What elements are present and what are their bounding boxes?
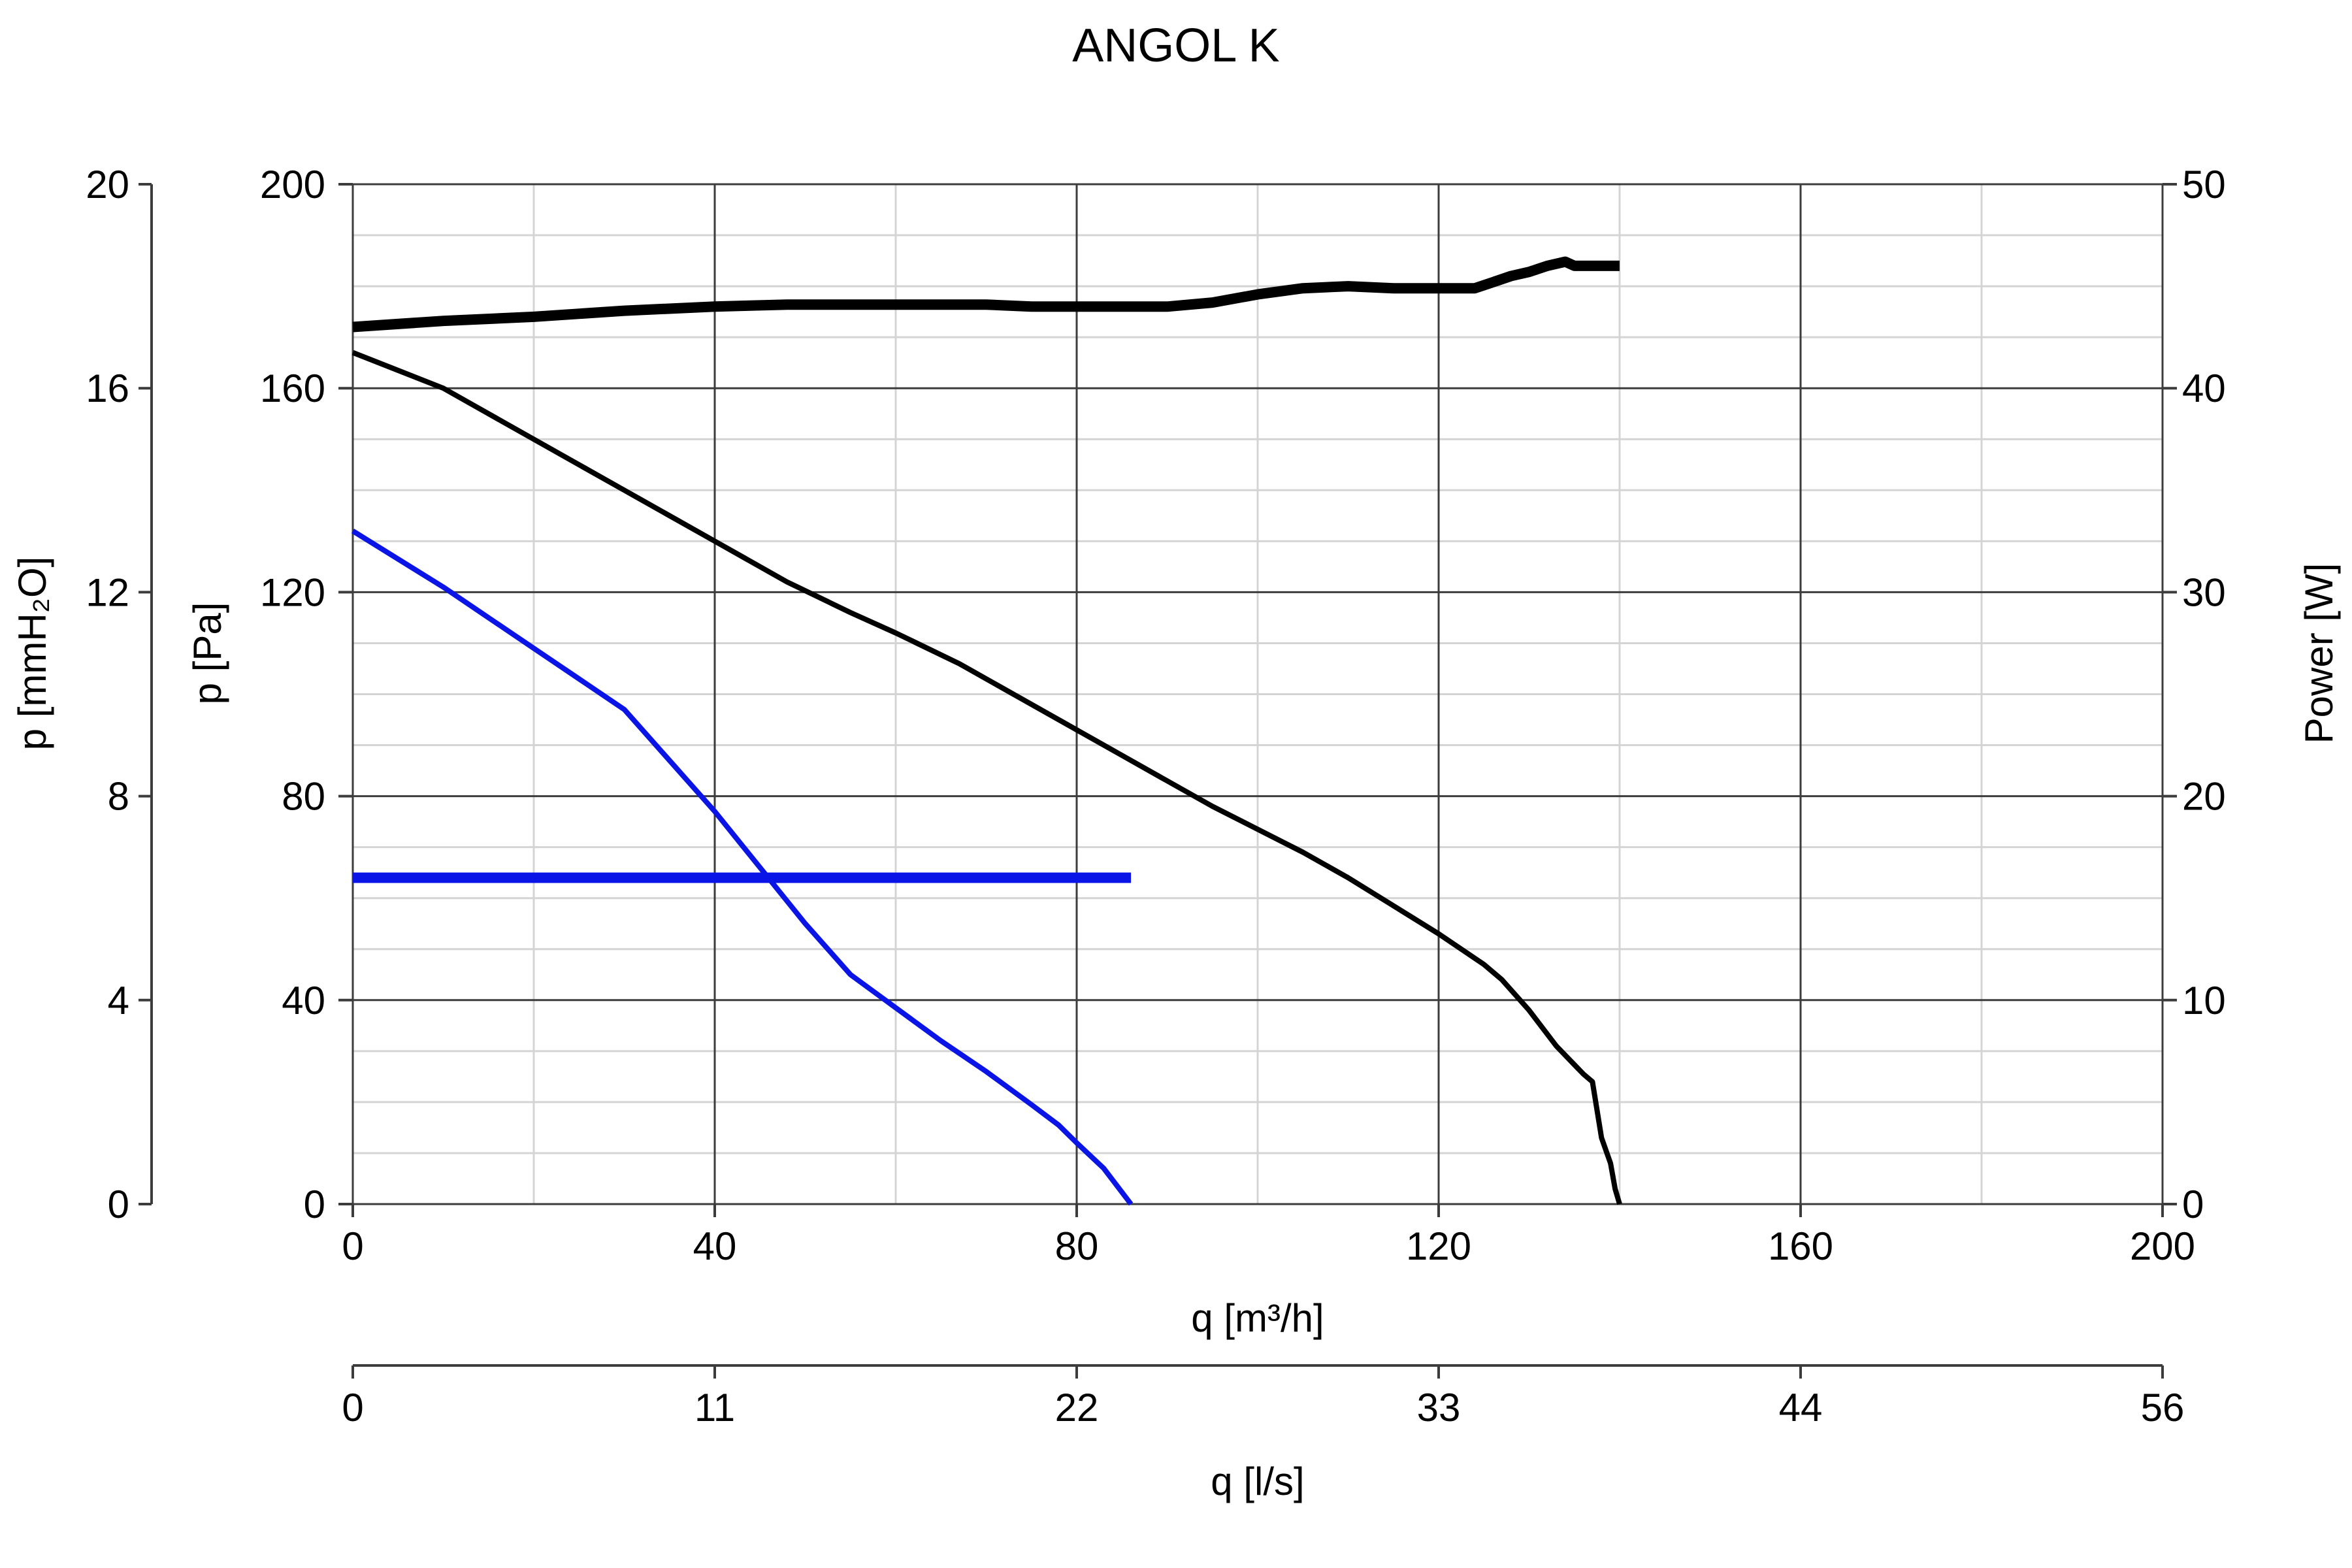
ls-tick-label: 11 [694, 1386, 735, 1429]
pressure-tick-label: 160 [260, 367, 325, 410]
chart-title: ANGOL K [1072, 20, 1279, 72]
mmh2o-tick-label: 4 [108, 979, 129, 1022]
x-axis-title: q [m³/h] [1191, 1296, 1324, 1340]
flow-tick-label: 40 [693, 1224, 737, 1268]
flow-tick-label: 0 [342, 1224, 363, 1268]
pressure-curve-blue [351, 529, 1134, 1206]
ls-tick-label: 56 [2141, 1386, 2185, 1429]
power-tick-label: 40 [2182, 367, 2226, 410]
power-tick-label: 20 [2182, 775, 2226, 819]
power-tick-label: 30 [2182, 570, 2226, 614]
power-curve-black [352, 256, 1620, 333]
axes [139, 183, 2177, 1379]
y2-axis-title: p [mmH₂O] [10, 557, 54, 751]
ls-tick-label: 44 [1779, 1386, 1823, 1429]
pressure-curve-black [351, 350, 1622, 1205]
mmh2o-tick-label: 12 [86, 570, 129, 614]
flow-tick-label: 80 [1055, 1224, 1099, 1268]
pressure-tick-label: 200 [260, 163, 325, 206]
ls-tick-label: 22 [1055, 1386, 1099, 1429]
power-axis-title: Power [W] [2297, 563, 2341, 744]
power-tick-label: 0 [2182, 1183, 2204, 1226]
mmh2o-tick-label: 20 [86, 163, 129, 206]
pressure-tick-label: 0 [304, 1183, 325, 1226]
x2-axis-title: q [l/s] [1211, 1460, 1304, 1503]
power-tick-label: 10 [2182, 979, 2226, 1022]
pressure-tick-label: 120 [260, 570, 325, 614]
flow-tick-label: 200 [2130, 1224, 2195, 1268]
ls-tick-label: 33 [1417, 1386, 1461, 1429]
grid-minor [353, 184, 2163, 1204]
mmh2o-tick-label: 0 [108, 1183, 129, 1226]
flow-tick-label: 120 [1406, 1224, 1471, 1268]
mmh2o-tick-label: 16 [86, 367, 129, 410]
series-layer [351, 256, 1622, 1206]
pressure-tick-label: 40 [282, 979, 325, 1022]
ls-tick-label: 0 [342, 1386, 363, 1429]
y-axis-title: p [Pa] [186, 602, 229, 705]
mmh2o-tick-label: 8 [108, 775, 129, 819]
power-tick-label: 50 [2182, 163, 2226, 206]
pressure-tick-label: 80 [282, 775, 325, 819]
flow-tick-label: 160 [1768, 1224, 1833, 1268]
grid-major [351, 183, 2164, 1205]
